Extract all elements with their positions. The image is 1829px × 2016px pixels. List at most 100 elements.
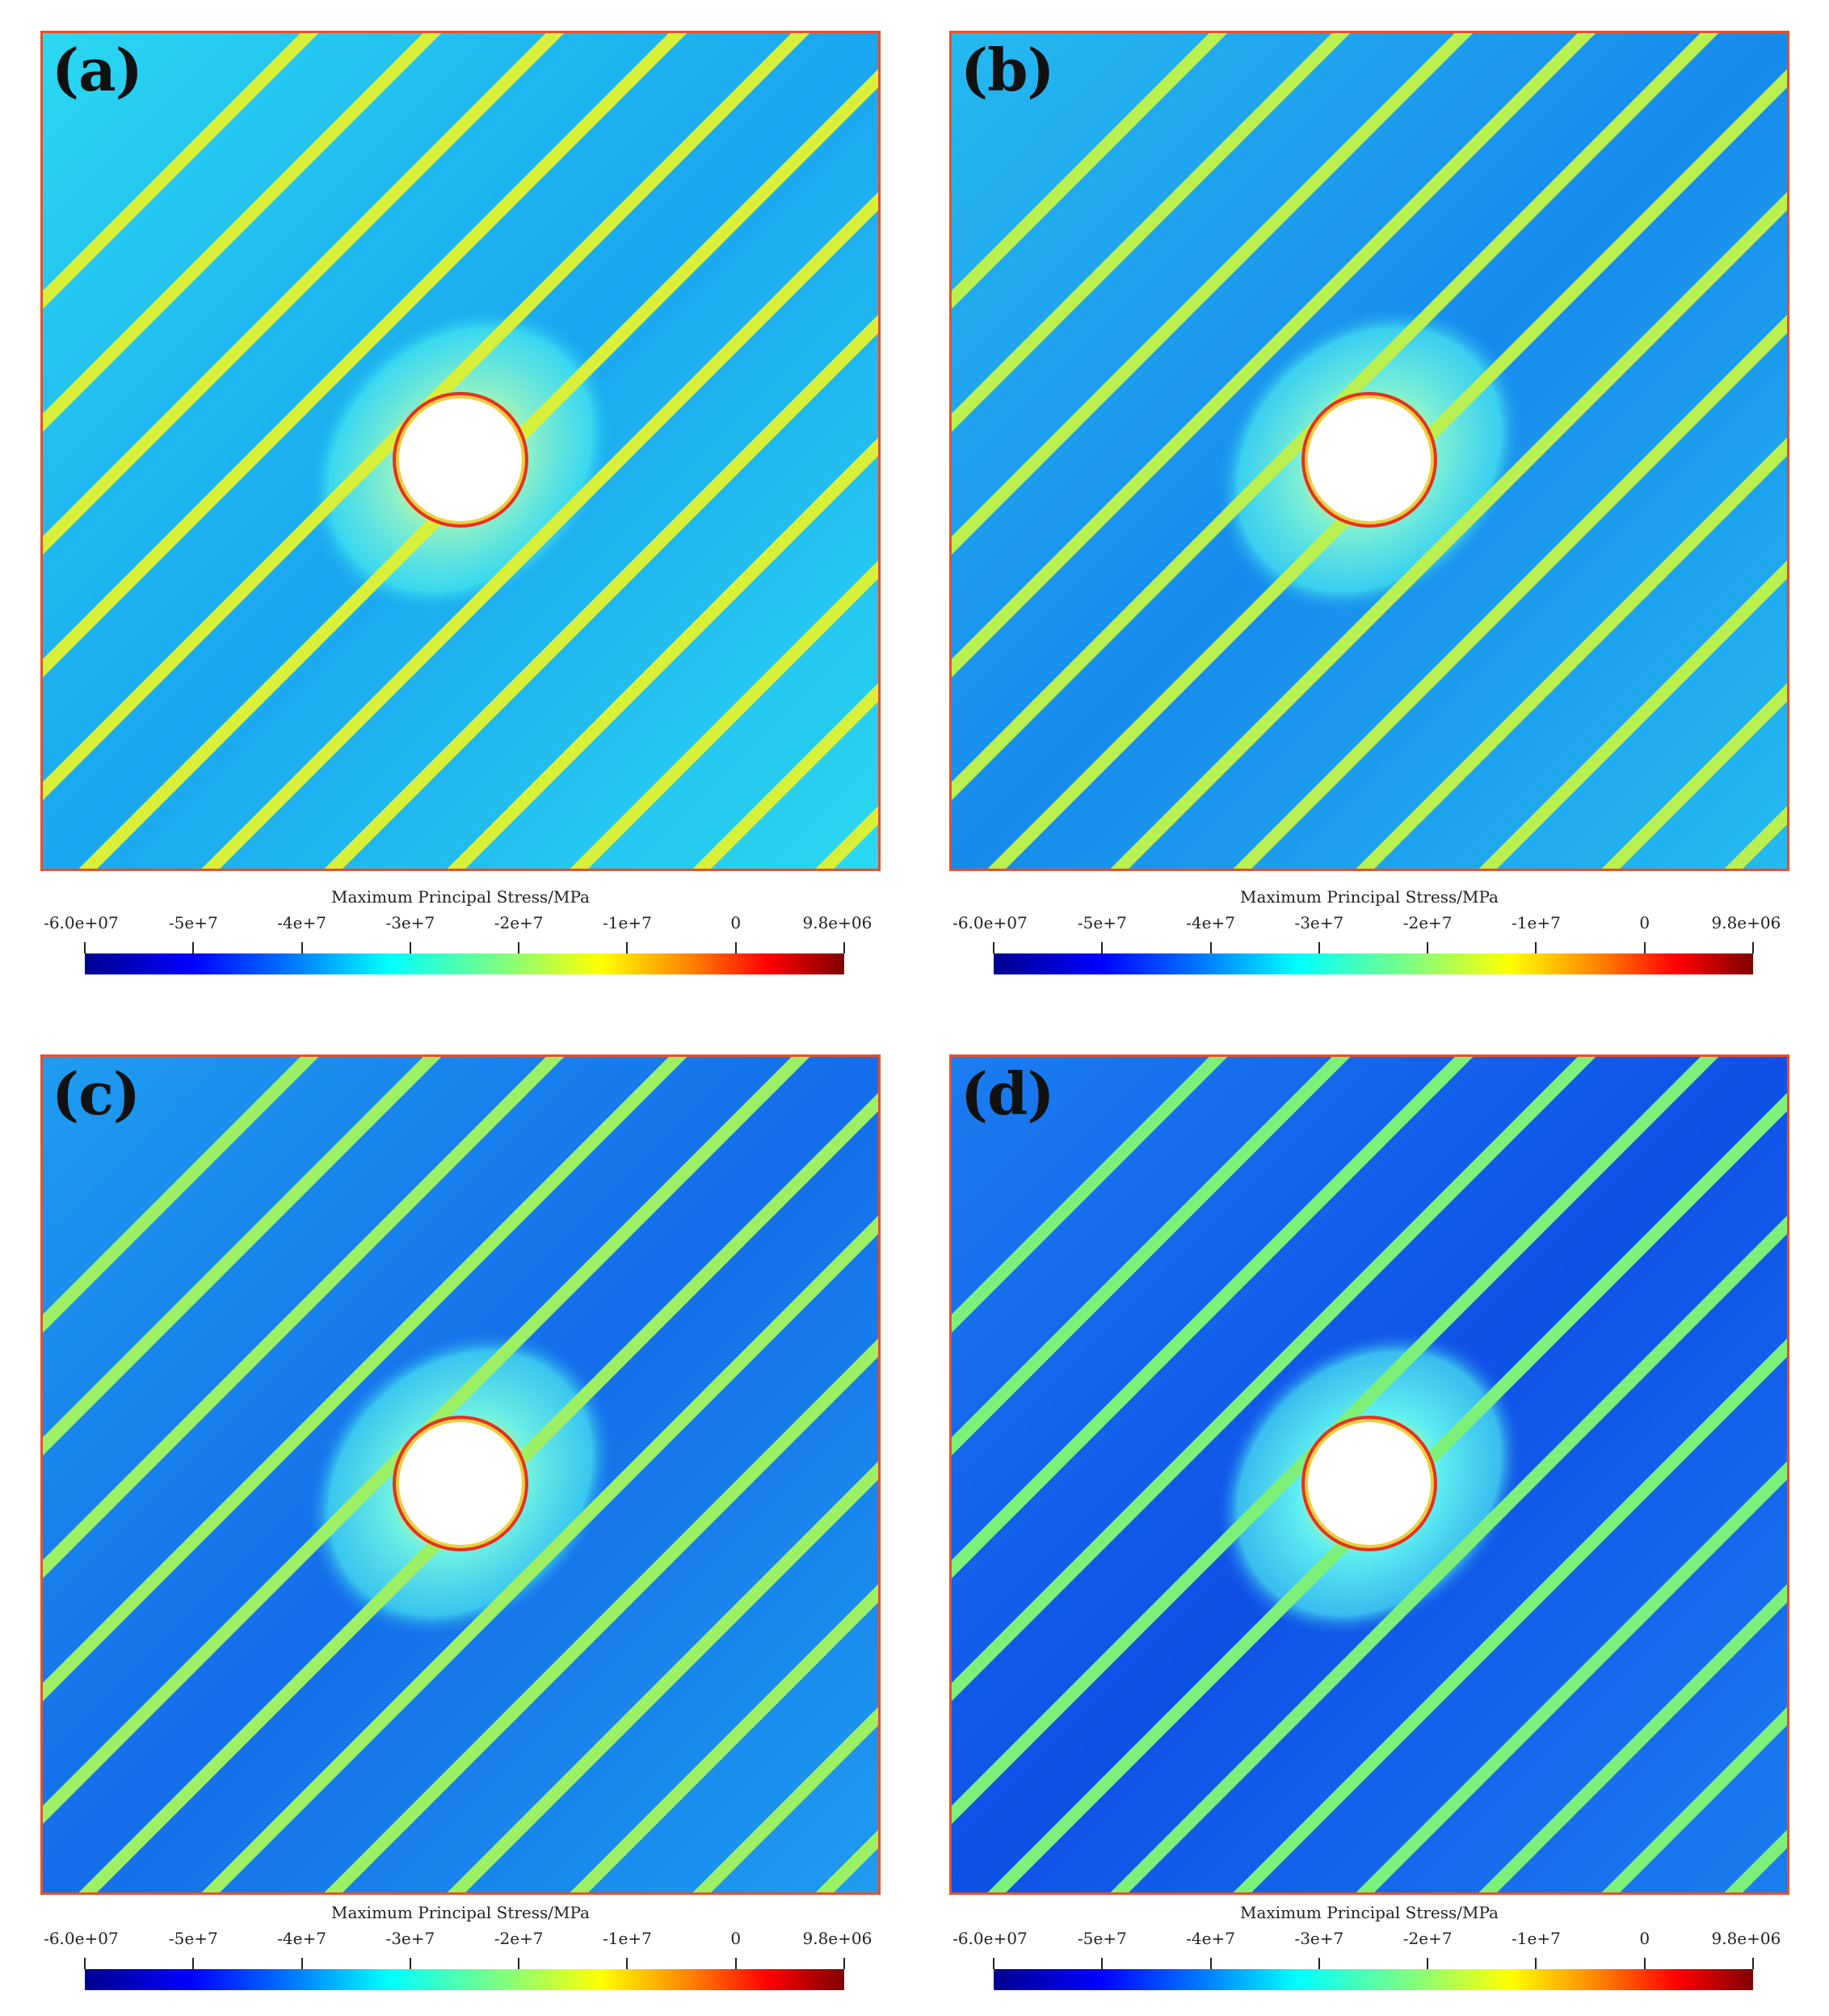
- colorbar-tick-mark: [1427, 942, 1429, 953]
- stress-field-svg: [43, 33, 878, 869]
- fracture-band: [43, 33, 687, 678]
- colorbar-ticks: -6.0e+07 -5e+7 -4e+7 -3e+7 -2e+7 -1e+7 0 9.8e+0…: [40, 1929, 881, 1953]
- colorbar-gradient: [993, 1958, 1754, 1990]
- colorbar-gradient: [84, 942, 845, 974]
- fracture-band: [447, 437, 878, 869]
- colorbar-tick-label: -5e+7: [168, 1929, 218, 1948]
- stress-field-d: [949, 1054, 1789, 1895]
- colorbar-b: Maximum Principal Stress/MPa -6.0e+07 -5e…: [949, 887, 1789, 988]
- colorbar-tick-label: 0: [730, 913, 742, 932]
- colorbar-tick-mark: [518, 942, 520, 953]
- panel-a: (a) Maximum Principal Stress/MPa -6.0e+0…: [40, 31, 881, 992]
- colorbar-tick-label: -5e+7: [1077, 913, 1127, 932]
- fracture-band: [43, 33, 565, 555]
- fracture-band: [43, 33, 319, 309]
- colorbar-tick-mark: [192, 942, 195, 953]
- panel-c: (c) Maximum Principal Stress/MPa -6.0e+0…: [40, 1054, 881, 2016]
- colorbar-tick-label: 9.8e+06: [802, 913, 872, 932]
- fracture-band: [570, 1584, 878, 1892]
- colorbar-tick-label: 0: [730, 1929, 742, 1948]
- borehole: [399, 1422, 522, 1545]
- colorbar-tick-label: -3e+7: [1294, 913, 1344, 932]
- colorbar-tick-mark: [84, 942, 86, 953]
- fracture-band: [952, 1057, 1719, 1825]
- colorbar-tick-label: -1e+7: [1512, 913, 1561, 932]
- fracture-band: [43, 1057, 687, 1702]
- colorbar-tick-mark: [1101, 942, 1104, 953]
- colorbar-tick-mark: [409, 942, 411, 953]
- colorbar-c: Maximum Principal Stress/MPa -6.0e+07 -5e…: [40, 1903, 881, 2004]
- colorbar-tick-label: 9.8e+06: [1711, 913, 1781, 932]
- colorbar-tick-mark: [1752, 942, 1754, 953]
- colorbar-tick-label: -2e+7: [494, 913, 544, 932]
- fracture-band: [324, 314, 878, 869]
- borehole: [1308, 1422, 1431, 1545]
- borehole: [399, 398, 522, 521]
- stress-field-c: [40, 1054, 881, 1895]
- fracture-band: [570, 560, 878, 869]
- colorbar-tick-label: -1e+7: [603, 1929, 652, 1948]
- colorbar-tick-label: -2e+7: [1402, 913, 1453, 932]
- stress-field-b: [949, 31, 1789, 871]
- borehole: [1308, 398, 1431, 521]
- fracture-band: [952, 33, 1228, 309]
- fracture-band: [1356, 437, 1787, 869]
- colorbar-tick-label: -5e+7: [168, 913, 218, 932]
- fracture-band: [43, 33, 442, 432]
- colorbar-tick-mark: [626, 942, 629, 953]
- colorbar-tick-label: -1e+7: [603, 913, 652, 932]
- colorbar-tick-label: 0: [1639, 913, 1650, 932]
- colorbar-tick-mark: [301, 1958, 303, 1969]
- colorbar-tick-label: -2e+7: [1402, 1929, 1453, 1948]
- colorbar-gradient: [84, 1958, 845, 1990]
- fracture-band: [1233, 314, 1787, 869]
- colorbar-ticks: -6.0e+07 -5e+7 -4e+7 -3e+7 -2e+7 -1e+7 0 9.8e+0…: [40, 913, 881, 937]
- fracture-band: [952, 33, 1474, 555]
- colorbar-tick-mark: [409, 1958, 411, 1969]
- colorbar-ticks: -6.0e+07 -5e+7 -4e+7 -3e+7 -2e+7 -1e+7 0 9.8e+0…: [949, 913, 1789, 937]
- colorbar-d: Maximum Principal Stress/MPa -6.0e+07 -5e…: [949, 1903, 1789, 2004]
- colorbar-tick-mark: [1209, 1958, 1212, 1969]
- fracture-band: [952, 1057, 1474, 1579]
- colorbar-tick-mark: [1535, 942, 1537, 953]
- fracture-band: [952, 33, 1596, 678]
- fracture-band: [1478, 1584, 1787, 1892]
- stress-field-svg: [952, 1057, 1787, 1892]
- colorbar-tick-label: 9.8e+06: [802, 1929, 872, 1948]
- fracture-band: [952, 1057, 1228, 1333]
- fracture-band: [447, 1461, 878, 1892]
- panel-label-a: (a): [52, 36, 143, 104]
- fracture-band: [1356, 1461, 1787, 1892]
- colorbar-tick-mark: [1752, 1958, 1754, 1969]
- fracture-band: [43, 1057, 810, 1825]
- fracture-band: [201, 191, 878, 869]
- colorbar-tick-mark: [1535, 1958, 1537, 1969]
- colorbar-tick-label: -4e+7: [277, 913, 326, 932]
- fracture-band: [1110, 1215, 1787, 1892]
- stress-field-svg: [43, 1057, 878, 1892]
- fracture-band: [952, 1057, 1351, 1456]
- fracture-band: [324, 1338, 878, 1892]
- colorbar-tick-label: -4e+7: [277, 1929, 326, 1948]
- colorbar-title: Maximum Principal Stress/MPa: [1240, 887, 1499, 907]
- colorbar-tick-label: 0: [1639, 1929, 1650, 1948]
- colorbar-tick-mark: [734, 1958, 737, 1969]
- stress-field-a: [40, 31, 881, 871]
- colorbar-tick-mark: [1427, 1958, 1429, 1969]
- panel-label-c: (c): [52, 1059, 141, 1128]
- fracture-band: [1478, 560, 1787, 869]
- colorbar-tick-label: -4e+7: [1186, 913, 1235, 932]
- colorbar-tick-mark: [1318, 942, 1320, 953]
- fracture-band: [1601, 1707, 1787, 1892]
- colorbar-tick-mark: [1101, 1958, 1104, 1969]
- fracture-band: [43, 33, 810, 801]
- colorbar-tick-label: 9.8e+06: [1711, 1929, 1781, 1948]
- colorbar-ticks: -6.0e+07 -5e+7 -4e+7 -3e+7 -2e+7 -1e+7 0 9.8e+0…: [949, 1929, 1789, 1953]
- colorbar-tick-mark: [1209, 942, 1212, 953]
- colorbar-tick-mark: [1643, 942, 1646, 953]
- colorbar-title: Maximum Principal Stress/MPa: [331, 1903, 590, 1922]
- colorbar-tick-mark: [993, 1958, 994, 1969]
- colorbar-tick-mark: [843, 1958, 845, 1969]
- colorbar-tick-label: -2e+7: [494, 1929, 544, 1948]
- colorbar-tick-mark: [301, 942, 303, 953]
